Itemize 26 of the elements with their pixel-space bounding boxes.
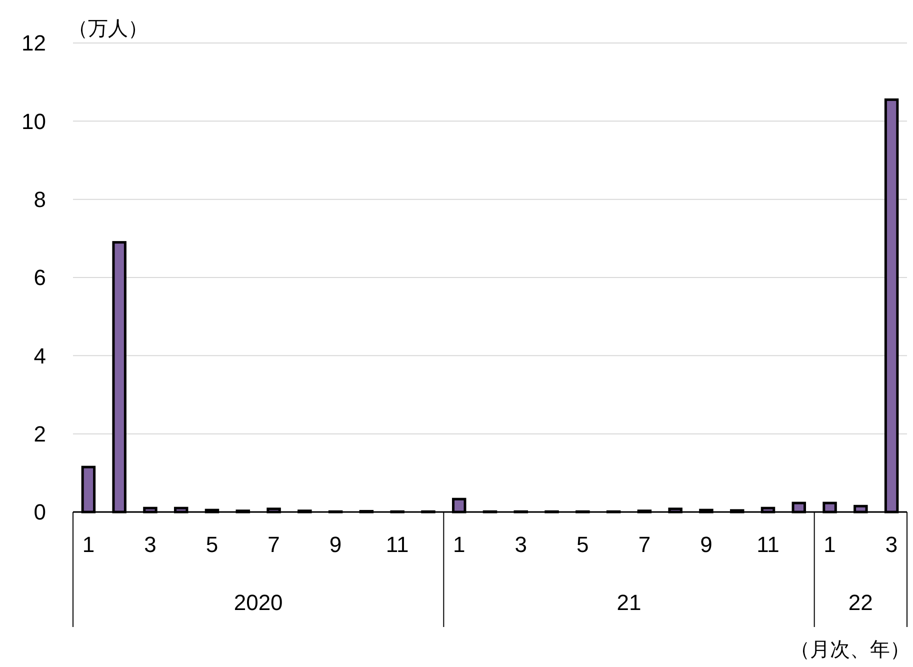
- x-tick-label: 3: [514, 532, 528, 557]
- y-tick-label: 2: [34, 422, 46, 447]
- x-tick-label: 9: [329, 532, 342, 557]
- x-tick-label: 3: [885, 532, 898, 557]
- y-tick-label: 6: [34, 265, 46, 290]
- x-tick-label: 11: [756, 532, 780, 557]
- y-tick-label: 8: [34, 187, 46, 212]
- x-axis-title: （月次、年）: [790, 639, 910, 661]
- x-tick-label: 3: [144, 532, 156, 557]
- x-tick-label: 5: [206, 532, 218, 557]
- x-tick-label: 11: [386, 532, 409, 557]
- x-tick-label: 1: [824, 532, 836, 557]
- text: 21: [616, 590, 642, 615]
- x-tick-label: 5: [576, 532, 589, 557]
- x-tick-label: 7: [638, 532, 651, 557]
- x-tick-label: 9: [700, 532, 712, 557]
- text: 2020: [234, 590, 283, 615]
- y-axis-title: （万人）: [68, 18, 148, 40]
- x-tick-label: 7: [268, 532, 280, 557]
- y-tick-label: 12: [22, 30, 46, 56]
- y-tick-label: 10: [22, 108, 46, 134]
- text: 22: [848, 590, 873, 615]
- x-tick-label: 1: [452, 532, 466, 557]
- y-tick-label: 0: [34, 500, 46, 525]
- x-tick-label: 1: [82, 532, 95, 557]
- y-tick-label: 4: [34, 343, 46, 368]
